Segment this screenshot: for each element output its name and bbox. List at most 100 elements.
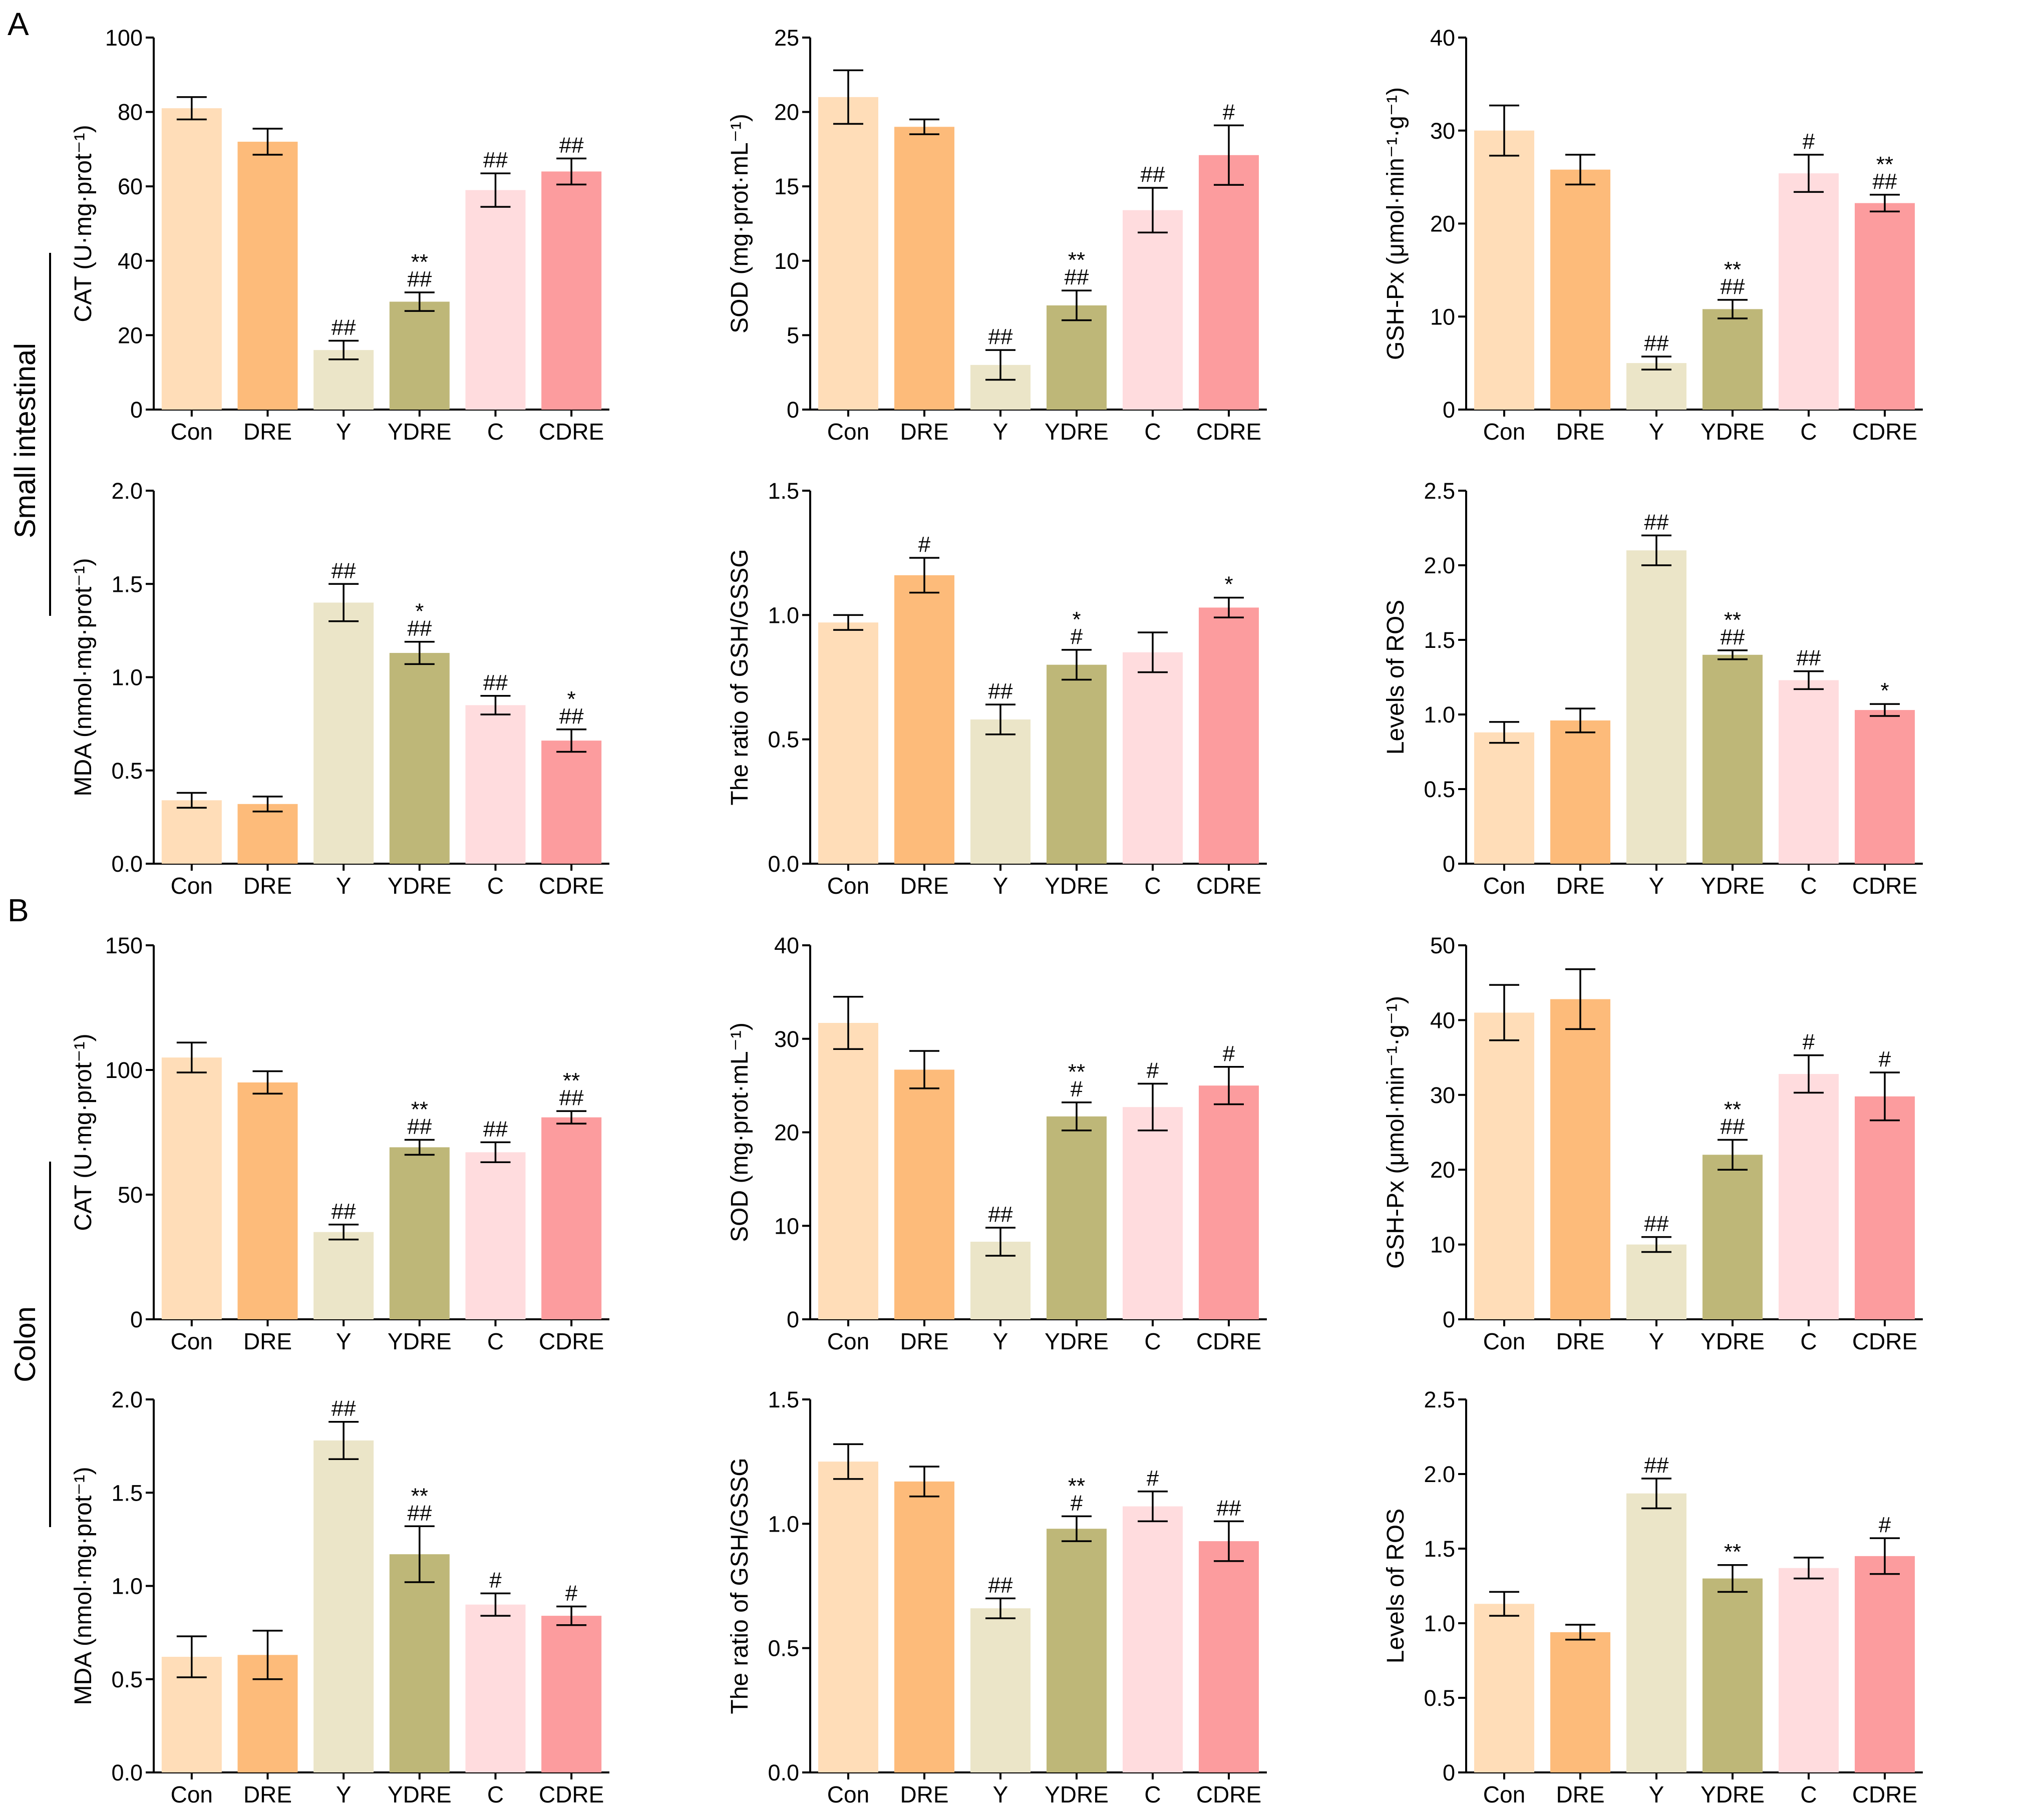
bar-c	[1779, 1073, 1839, 1319]
x-tick-label: YDRE	[388, 873, 452, 899]
significance-mark: #	[1223, 100, 1235, 124]
bar-ydre	[1047, 305, 1107, 410]
x-tick-label: CDRE	[1852, 1328, 1917, 1354]
x-tick-label: C	[487, 873, 504, 899]
bar-y	[1626, 550, 1686, 864]
y-tick-label: 0.5	[1424, 777, 1455, 802]
y-tick-label: 2.0	[111, 1387, 143, 1412]
bar-cdre	[1855, 203, 1915, 410]
bar-cdre	[1199, 607, 1259, 864]
y-tick-label: 0	[1443, 397, 1455, 423]
bar-cdre	[1855, 1096, 1915, 1319]
x-tick-label: YDRE	[388, 419, 452, 445]
x-tick-label: C	[487, 1781, 504, 1807]
y-tick-label: 20	[1430, 1157, 1455, 1183]
y-tick-label: 10	[1430, 304, 1455, 329]
significance-mark: ##	[1721, 625, 1745, 649]
y-tick-label: 1.0	[111, 665, 143, 690]
y-tick-label: 1.0	[768, 1511, 799, 1537]
chart-2: SOD (mg·prot·mL⁻¹) 0 5 10 15 20 25 Con DRE Y ## YDR…	[727, 25, 1267, 445]
y-tick-label: 2.5	[1424, 1387, 1455, 1412]
significance-mark: ##	[407, 616, 432, 641]
bar-ydre	[1047, 1116, 1107, 1319]
x-tick-label: Con	[1483, 1781, 1525, 1807]
y-tick-label: 100	[105, 25, 143, 51]
bar-dre	[1550, 720, 1610, 864]
significance-mark: **	[1724, 1097, 1741, 1122]
chart-1: CAT (U·mg·prot⁻¹) 0 20 40 60 80 100 Con DRE Y ## YD…	[70, 25, 609, 445]
bar-c	[1779, 173, 1839, 410]
x-tick-label: CDRE	[539, 1328, 604, 1354]
significance-mark: ##	[988, 1202, 1013, 1227]
y-tick-label: 1.5	[1424, 1536, 1455, 1562]
significance-mark: **	[411, 250, 428, 274]
y-tick-label: 40	[118, 248, 143, 274]
y-tick-label: 0.0	[768, 1760, 799, 1785]
x-tick-label: CDRE	[1196, 1781, 1261, 1807]
significance-mark: ##	[1644, 510, 1669, 534]
bar-con	[1474, 1604, 1534, 1772]
x-tick-label: Con	[1483, 873, 1525, 899]
significance-mark: ##	[1797, 646, 1821, 670]
bar-con	[161, 800, 222, 864]
significance-mark: ##	[483, 148, 508, 172]
bar-y	[313, 602, 374, 864]
y-axis-label: GSH-Px (μmol·min⁻¹·g⁻¹)	[1383, 996, 1409, 1269]
significance-mark: ##	[1065, 265, 1089, 289]
bar-ydre	[389, 1147, 450, 1319]
y-tick-label: 40	[1430, 25, 1455, 51]
y-tick-label: 0	[787, 1307, 799, 1332]
y-tick-label: 30	[774, 1026, 799, 1052]
x-tick-label: Con	[1483, 419, 1525, 445]
x-tick-label: DRE	[900, 1328, 948, 1354]
significance-mark: **	[411, 1484, 428, 1508]
x-tick-label: C	[1800, 1781, 1817, 1807]
y-tick-label: 0.5	[768, 1636, 799, 1661]
x-tick-label: YDRE	[1045, 1781, 1109, 1807]
x-tick-label: YDRE	[1700, 1781, 1765, 1807]
y-tick-label: 10	[774, 1213, 799, 1239]
x-tick-label: YDRE	[388, 1328, 452, 1354]
y-tick-label: 0.5	[111, 1667, 143, 1692]
x-tick-label: Con	[827, 873, 869, 899]
x-tick-label: Y	[1649, 873, 1664, 899]
row-label-small-intestinal: Small intestinal	[9, 343, 42, 538]
x-tick-label: Y	[336, 873, 352, 899]
bar-y	[1626, 363, 1686, 410]
x-tick-label: Con	[171, 873, 213, 899]
significance-mark: ##	[559, 1085, 584, 1110]
bar-con	[1474, 732, 1534, 864]
x-tick-label: DRE	[900, 419, 948, 445]
bar-cdre	[1199, 1541, 1259, 1772]
x-tick-label: CDRE	[1196, 873, 1261, 899]
significance-mark: ##	[1721, 274, 1745, 299]
x-tick-label: YDRE	[1700, 1328, 1765, 1354]
significance-mark: **	[1876, 152, 1893, 177]
bar-dre	[237, 1082, 298, 1319]
y-tick-label: 0.0	[111, 851, 143, 877]
y-tick-label: 0	[1443, 1307, 1455, 1332]
significance-mark: #	[1147, 1466, 1159, 1491]
x-tick-label: YDRE	[388, 1781, 452, 1807]
y-tick-label: 10	[1430, 1232, 1455, 1258]
x-tick-label: DRE	[243, 419, 292, 445]
bar-dre	[894, 1069, 954, 1319]
bar-ydre	[389, 1554, 450, 1772]
bar-ydre	[389, 653, 450, 864]
y-tick-label: 1.0	[1424, 702, 1455, 728]
y-axis-label: SOD (mg·prot·mL⁻¹)	[727, 114, 753, 333]
y-axis-label: Levels of ROS	[1383, 1509, 1409, 1663]
bar-con	[818, 1462, 878, 1772]
bar-cdre	[541, 1117, 602, 1319]
significance-mark: **	[1068, 1474, 1085, 1498]
y-tick-label: 0	[130, 1307, 143, 1332]
x-tick-label: CDRE	[539, 873, 604, 899]
y-tick-label: 30	[1430, 1082, 1455, 1108]
y-tick-label: 10	[774, 248, 799, 274]
bar-cdre	[1199, 155, 1259, 410]
y-tick-label: 1.5	[111, 1480, 143, 1506]
x-tick-label: Con	[1483, 1328, 1525, 1354]
bar-dre	[237, 804, 298, 864]
bar-dre	[894, 1481, 954, 1772]
x-tick-label: CDRE	[1852, 873, 1917, 899]
